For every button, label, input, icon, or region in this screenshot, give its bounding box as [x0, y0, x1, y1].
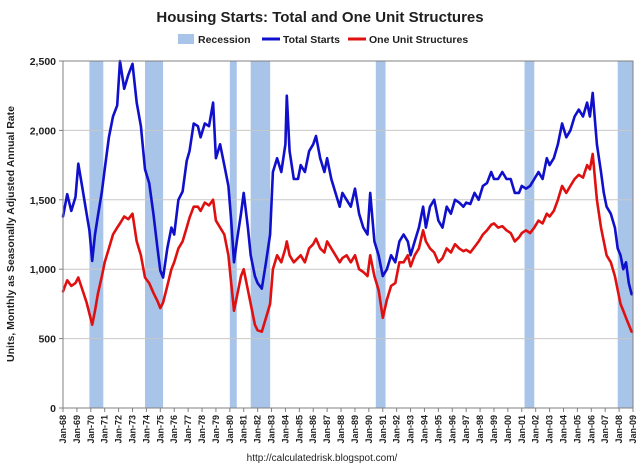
legend-swatch-recession [178, 34, 194, 44]
x-tick-label-Jan-81: Jan-81 [239, 415, 249, 444]
x-tick-label-Jan-96: Jan-96 [447, 415, 457, 444]
x-tick-label-Jan-82: Jan-82 [253, 415, 263, 444]
y-axis-ticks: 0 500 1,000 1,500 2,000 2,500 [30, 56, 63, 415]
x-tick-label-Jan-71: Jan-71 [100, 415, 110, 444]
x-tick-label-Jan-73: Jan-73 [128, 415, 138, 444]
x-tick-label-Jan-04: Jan-04 [558, 415, 568, 444]
x-tick-label-Jan-09: Jan-09 [628, 415, 638, 444]
legend-label-recession: Recession [198, 34, 251, 46]
legend: Recession Total Starts One Unit Structur… [178, 34, 468, 46]
recession-band-3 [250, 61, 271, 408]
x-tick-label-Jan-86: Jan-86 [308, 415, 318, 444]
x-tick-label-Jan-69: Jan-69 [72, 415, 82, 444]
x-tick-label-Jan-74: Jan-74 [141, 415, 151, 444]
x-tick-label-Jan-00: Jan-00 [503, 415, 513, 444]
recession-band-5 [524, 61, 535, 408]
legend-label-total-starts: Total Starts [283, 34, 340, 46]
x-axis-ticks: Jan-68 Jan-69 Jan-70 Jan-71 Jan-72 Jan-73 Jan-… [58, 408, 638, 444]
x-tick-label-Jan-87: Jan-87 [322, 415, 332, 444]
y-tick-label-1500: 1,500 [30, 195, 56, 207]
series-line-one-unit-structures [61, 152, 633, 333]
x-tick-label-Jan-98: Jan-98 [475, 415, 485, 444]
y-tick-label-2500: 2,500 [30, 56, 56, 68]
recession-band-6 [617, 61, 633, 408]
chart-title: Housing Starts: Total and One Unit Struc… [156, 9, 483, 26]
x-tick-label-Jan-68: Jan-68 [58, 415, 68, 444]
x-tick-label-Jan-91: Jan-91 [378, 415, 388, 444]
x-tick-label-Jan-03: Jan-03 [545, 415, 555, 444]
x-tick-label-Jan-06: Jan-06 [586, 415, 596, 444]
plot-frame [62, 60, 634, 409]
x-tick-label-Jan-72: Jan-72 [114, 415, 124, 444]
x-tick-label-Jan-79: Jan-79 [211, 415, 221, 444]
x-tick-label-Jan-76: Jan-76 [169, 415, 179, 444]
x-tick-label-Jan-08: Jan-08 [614, 415, 624, 444]
x-tick-label-Jan-05: Jan-05 [572, 415, 582, 444]
x-tick-label-Jan-83: Jan-83 [267, 415, 277, 444]
y-axis-label: Units, Monthly as Seasonally Adjusted An… [5, 106, 17, 362]
x-tick-label-Jan-95: Jan-95 [433, 415, 443, 444]
x-tick-label-Jan-84: Jan-84 [280, 415, 290, 444]
x-tick-label-Jan-85: Jan-85 [294, 415, 304, 444]
x-tick-label-Jan-75: Jan-75 [155, 415, 165, 444]
recession-band-1 [145, 61, 164, 408]
x-tick-label-Jan-89: Jan-89 [350, 415, 360, 444]
x-tick-label-Jan-07: Jan-07 [600, 415, 610, 444]
x-tick-label-Jan-77: Jan-77 [183, 415, 193, 444]
y-tick-label-500: 500 [38, 334, 56, 346]
x-tick-label-Jan-78: Jan-78 [197, 415, 207, 444]
x-tick-label-Jan-93: Jan-93 [406, 415, 416, 444]
source-url: http://calculatedrisk.blogspot.com/ [247, 453, 398, 464]
y-tick-label-2000: 2,000 [30, 125, 56, 137]
series-line-total-starts [61, 59, 633, 296]
y-tick-label-0: 0 [50, 403, 56, 415]
x-tick-label-Jan-80: Jan-80 [225, 415, 235, 444]
x-tick-label-Jan-99: Jan-99 [489, 415, 499, 444]
x-tick-label-Jan-70: Jan-70 [86, 415, 96, 444]
x-tick-label-Jan-88: Jan-88 [336, 415, 346, 444]
x-tick-label-Jan-97: Jan-97 [461, 415, 471, 444]
series-lines [61, 59, 633, 333]
legend-label-one-unit: One Unit Structures [369, 34, 468, 46]
x-tick-label-Jan-02: Jan-02 [531, 415, 541, 444]
x-tick-label-Jan-90: Jan-90 [364, 415, 374, 444]
recession-band-0 [89, 61, 104, 408]
x-tick-label-Jan-92: Jan-92 [392, 415, 402, 444]
recession-band-4 [375, 61, 386, 408]
x-tick-label-Jan-94: Jan-94 [419, 415, 429, 444]
x-tick-label-Jan-01: Jan-01 [517, 415, 527, 444]
y-tick-label-1000: 1,000 [30, 264, 56, 276]
